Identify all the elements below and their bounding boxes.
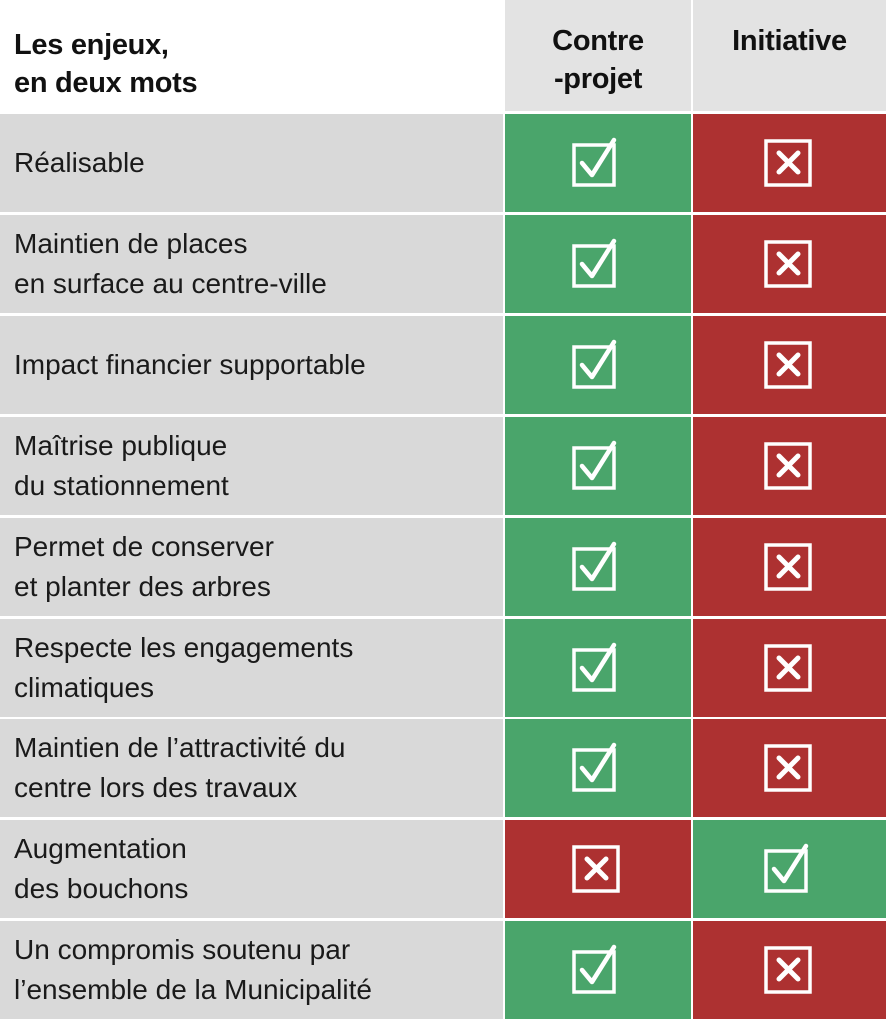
contre-projet-check-icon (505, 719, 691, 817)
contre-projet-check-icon (505, 114, 691, 212)
row-label: Réalisable (0, 114, 503, 212)
row-label: Maintien de places en surface au centre-… (0, 215, 503, 313)
contre-projet-check-icon (505, 316, 691, 414)
contre-projet-check-icon (505, 921, 691, 1019)
initiative-check-icon (693, 820, 886, 918)
initiative-cross-icon (693, 417, 886, 515)
row-label: Permet de conserver et planter des arbre… (0, 518, 503, 616)
initiative-cross-icon (693, 215, 886, 313)
row-label: Augmentation des bouchons (0, 820, 503, 918)
initiative-cross-icon (693, 719, 886, 817)
column-header-contre-projet: Contre -projet (505, 0, 691, 111)
initiative-cross-icon (693, 316, 886, 414)
column-header-initiative: Initiative (693, 0, 886, 111)
initiative-cross-icon (693, 114, 886, 212)
row-label: Respecte les engagements climatiques (0, 619, 503, 717)
table-title: Les enjeux, en deux mots (0, 0, 503, 111)
contre-projet-check-icon (505, 518, 691, 616)
contre-projet-cross-icon (505, 820, 691, 918)
initiative-cross-icon (693, 518, 886, 616)
row-label: Un compromis soutenu par l’ensemble de l… (0, 921, 503, 1019)
row-label: Maîtrise publique du stationnement (0, 417, 503, 515)
contre-projet-check-icon (505, 619, 691, 717)
row-label: Maintien de l’attractivité du centre lor… (0, 719, 503, 817)
row-label: Impact financier supportable (0, 316, 503, 414)
initiative-cross-icon (693, 921, 886, 1019)
contre-projet-check-icon (505, 215, 691, 313)
initiative-cross-icon (693, 619, 886, 717)
contre-projet-check-icon (505, 417, 691, 515)
